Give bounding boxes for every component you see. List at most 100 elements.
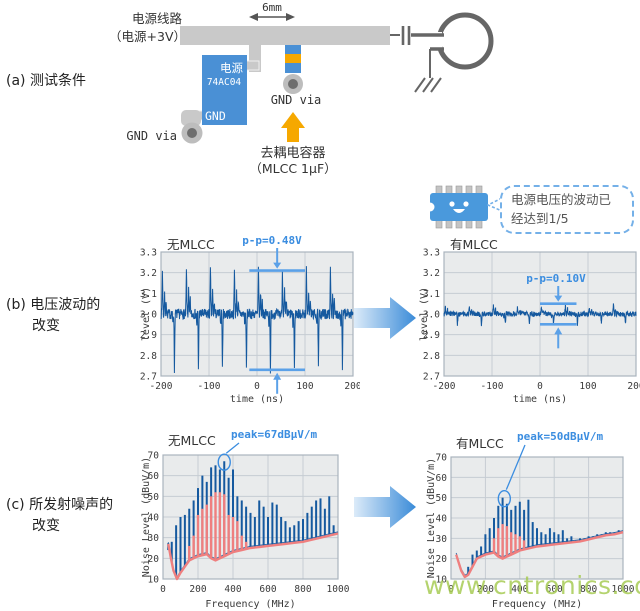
power-line-label-2: （电源+3V）: [109, 29, 186, 44]
decoupling-label-1: 去耦电容器: [260, 145, 325, 161]
envelope-spikes: [492, 524, 526, 559]
chart-noise-with-mlcc: 10 20 30 40 50 60 70 0 200 400 600 800 1000 Frequency…: [426, 430, 635, 610]
x-axis-label: Frequency (MHz): [205, 599, 295, 610]
test-condition-diagram: 6mm 电源线路 （电源+3V） 电源 74AC04 GND: [109, 1, 494, 176]
svg-text:20: 20: [436, 554, 448, 565]
decoupling-label-2: （MLCC 1μF）: [249, 161, 336, 176]
svg-text:3.3: 3.3: [423, 248, 440, 259]
up-arrow-icon: [281, 112, 305, 128]
section-c-label-line2: 改变: [32, 518, 60, 534]
dimension-arrow: 6mm: [249, 1, 295, 21]
chart-title: 有MLCC: [456, 436, 504, 451]
svg-text:400: 400: [224, 584, 241, 595]
svg-text:200: 200: [189, 584, 206, 595]
svg-text:3.1: 3.1: [423, 289, 440, 300]
watermark: www.cntronics.com: [424, 571, 640, 600]
svg-text:2.9: 2.9: [140, 330, 157, 341]
svg-text:30: 30: [436, 534, 448, 545]
svg-text:60: 60: [436, 473, 448, 484]
svg-text:70: 70: [436, 453, 448, 464]
svg-text:200: 200: [627, 381, 640, 392]
y-axis-label: level (V): [419, 287, 430, 341]
svg-text:400: 400: [511, 584, 528, 595]
svg-text:200: 200: [477, 584, 494, 595]
svg-text:-200: -200: [150, 381, 173, 392]
svg-text:20: 20: [148, 554, 160, 565]
svg-text:600: 600: [546, 584, 563, 595]
y-axis-label: Noise Level (dBuV/m): [141, 457, 152, 577]
tick-labels: 2.7 2.8 2.9 3.0 3.1 3.2 3.3 -200 -100 0 100 200: [140, 248, 360, 393]
svg-text:2.9: 2.9: [423, 330, 440, 341]
pp-annotation-text: p-p=0.48V: [242, 234, 302, 247]
arrowhead-left-icon: [249, 13, 258, 21]
svg-text:100: 100: [296, 381, 313, 392]
x-axis-label: Frequency (MHz): [492, 599, 582, 610]
tick-labels: 2.7 2.8 2.9 3.0 3.1 3.2 3.3 -200 -100 0 100 200: [423, 248, 640, 393]
chart-voltage-with-mlcc: 2.7 2.8 2.9 3.0 3.1 3.2 3.3 -200 -100 0 100 200 time…: [419, 237, 640, 405]
svg-text:30: 30: [148, 533, 160, 544]
tick-labels: 10 20 30 40 50 60 70 0 200 400 600 800 1000: [436, 453, 635, 596]
svg-text:10: 10: [148, 575, 160, 586]
power-line-label-1: 电源线路: [132, 11, 183, 26]
svg-text:40: 40: [148, 513, 160, 524]
svg-text:2.8: 2.8: [423, 351, 440, 362]
svg-text:0: 0: [448, 584, 454, 595]
arrowhead-right-icon: [286, 13, 295, 21]
svg-text:-100: -100: [198, 381, 221, 392]
gnd-via-left-label: GND via: [126, 129, 177, 143]
peak-annotation-text: peak=50dBμV/m: [517, 430, 603, 443]
svg-text:200: 200: [344, 381, 360, 392]
ic-chip-icon: [425, 185, 488, 229]
decoupling-cap-pointer: 去耦电容器 （MLCC 1μF）: [249, 112, 337, 176]
voltage-trace: [443, 303, 637, 327]
envelope-trace: [167, 532, 339, 581]
speech-bubble: 电源电压的波动已 经达到1/5: [500, 185, 634, 234]
y-axis-label: level (V): [141, 287, 152, 341]
svg-text:60: 60: [148, 471, 160, 482]
chip-smile-icon: [453, 209, 465, 213]
svg-text:3.3: 3.3: [140, 248, 157, 259]
envelope-spikes: [188, 492, 248, 561]
ic-power-label: 电源: [220, 61, 243, 75]
envelope-trace: [455, 531, 624, 579]
pp-annotation: p-p=0.48V: [242, 234, 305, 394]
x-axis-label: time (ns): [513, 394, 567, 405]
power-line-trace: [180, 26, 390, 45]
gnd-via-center-label: GND via: [271, 93, 322, 107]
svg-text:2.8: 2.8: [140, 351, 157, 362]
peak-annotation: peak=67dBμV/m: [217, 428, 317, 471]
pp-annotation-text: p-p=0.10V: [526, 272, 586, 285]
svg-text:100: 100: [579, 381, 596, 392]
svg-text:3.0: 3.0: [423, 310, 440, 321]
ic-body: [202, 55, 247, 125]
svg-text:1000: 1000: [612, 584, 635, 595]
svg-text:3.2: 3.2: [423, 268, 440, 279]
voltage-trace: [160, 266, 354, 374]
section-b-label-line1: (b) 电压波动的: [6, 297, 101, 313]
section-c-label: (c) 所发射噪声的 改变: [6, 495, 113, 537]
tick-labels: 10 20 30 40 50 60 70 0 200 400 600 800 1000: [148, 451, 350, 596]
svg-text:2.7: 2.7: [423, 372, 440, 383]
chart-voltage-no-mlcc: 2.7 2.8 2.9 3.0 3.1 3.2 3.3 -200 -100 0 100 200 time…: [140, 234, 360, 405]
svg-text:-100: -100: [481, 381, 504, 392]
svg-text:50: 50: [148, 492, 160, 503]
svg-text:0: 0: [537, 381, 543, 392]
section-b-label-line2: 改变: [32, 318, 60, 334]
svg-text:3.0: 3.0: [140, 310, 157, 321]
peak-annotation-text: peak=67dBμV/m: [231, 428, 317, 441]
chip-eye-icon: [449, 201, 455, 207]
chart-title: 无MLCC: [168, 433, 216, 448]
peak-annotation: peak=50dBμV/m: [497, 430, 603, 508]
svg-text:3.2: 3.2: [140, 268, 157, 279]
dimension-text: 6mm: [262, 1, 282, 14]
svg-text:800: 800: [580, 584, 597, 595]
mlcc-capacitor: [285, 45, 301, 73]
ic-part-number: 74AC04: [207, 77, 242, 88]
svg-text:0: 0: [160, 584, 166, 595]
transition-arrow-c-icon: [354, 486, 416, 528]
bubble-line-2: 经达到1/5: [511, 211, 569, 227]
y-axis-label: Noise Level (dBuV/m): [426, 458, 437, 578]
pp-annotation: p-p=0.10V: [526, 272, 586, 349]
svg-text:800: 800: [294, 584, 311, 595]
